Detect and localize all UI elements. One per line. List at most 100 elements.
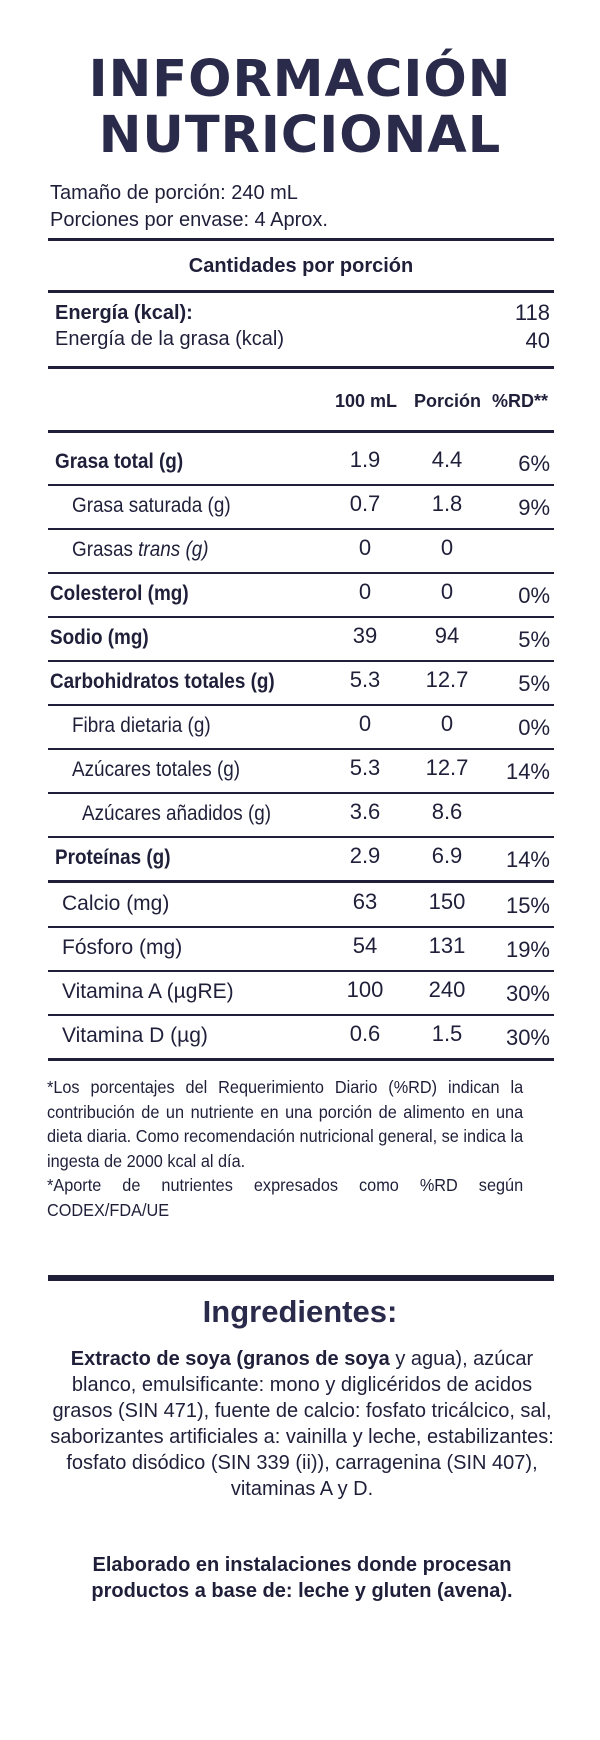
label-italic: trans (g) xyxy=(138,538,209,561)
nutrient-label: Grasas trans (g) xyxy=(72,528,209,572)
table-row: Vitamina D (µg) 0.6 1.5 30% xyxy=(48,1014,554,1058)
divider xyxy=(48,926,554,928)
amounts-heading: Cantidades por porción xyxy=(188,255,414,277)
ingredients-divider xyxy=(48,1275,554,1281)
nutrient-label: Grasa saturada (g) xyxy=(72,494,231,517)
table-row: Azúcares añadidos (g) 3.6 8.6 xyxy=(48,792,554,836)
portion-value: 94 xyxy=(434,623,460,648)
divider xyxy=(48,880,554,883)
portion-value: 1.8 xyxy=(431,491,463,516)
ingredients-bold: Extracto de soya (granos de soya xyxy=(70,1348,390,1370)
divider xyxy=(48,572,554,574)
table-row: Carbohidratos totales (g) 5.3 12.7 5% xyxy=(48,660,554,704)
nutrient-label: Fibra dietaria (g) xyxy=(72,714,211,737)
rd-value: 5% xyxy=(518,627,550,652)
per100-value: 63 xyxy=(352,889,378,914)
portion-value: 8.6 xyxy=(431,799,463,824)
per100-value: 0.7 xyxy=(349,491,381,516)
ingredients-title: Ingredientes: xyxy=(202,1294,398,1329)
footnotes: *Los porcentajes del Requerimiento Diari… xyxy=(47,1075,523,1222)
nutrient-label: Fósforo (mg) xyxy=(62,936,183,959)
rd-value: 19% xyxy=(505,937,550,962)
portion-value: 0 xyxy=(440,711,454,736)
title-line-1: INFORMACIÓN xyxy=(88,50,512,109)
portion-value: 0 xyxy=(440,579,454,604)
per100-value: 54 xyxy=(352,933,378,958)
portion-value: 150 xyxy=(428,889,466,914)
label-prefix: Grasas xyxy=(72,538,139,561)
table-row: Fibra dietaria (g) 0 0 0% xyxy=(48,704,554,748)
table-row: Grasa saturada (g) 0.7 1.8 9% xyxy=(48,484,554,528)
nutrient-label: Calcio (mg) xyxy=(62,892,170,915)
rd-value: 14% xyxy=(505,847,550,872)
portion-value: 4.4 xyxy=(431,447,463,472)
portion-value: 0 xyxy=(440,535,454,560)
fat-energy-label: Energía de la grasa (kcal) xyxy=(55,328,285,350)
per100-value: 5.3 xyxy=(349,755,381,780)
divider xyxy=(48,970,554,972)
divider xyxy=(48,1014,554,1016)
rd-value: 0% xyxy=(518,583,550,608)
nutrient-label: Carbohidratos totales (g) xyxy=(50,670,275,693)
servings-per-container: Porciones por envase: 4 Aprox. xyxy=(50,209,328,231)
divider xyxy=(48,616,554,618)
serving-size: Tamaño de porción: 240 mL xyxy=(50,182,298,204)
divider xyxy=(48,290,554,293)
column-header-rd: %RD** xyxy=(492,391,549,411)
nutrient-label: Sodio (mg) xyxy=(50,626,149,649)
nutrient-label: Proteínas (g) xyxy=(55,846,171,869)
table-row: Calcio (mg) 63 150 15% xyxy=(48,882,554,926)
nutrient-label: Colesterol (mg) xyxy=(50,582,189,605)
ingredients-text: Extracto de soya (granos de soya y agua)… xyxy=(50,1346,554,1502)
divider xyxy=(48,528,554,530)
energy-label: Energía (kcal): xyxy=(55,302,193,324)
per100-value: 39 xyxy=(352,623,378,648)
divider xyxy=(48,1058,554,1061)
divider xyxy=(48,238,554,241)
per100-value: 0 xyxy=(358,535,372,560)
per100-value: 2.9 xyxy=(349,843,381,868)
portion-value: 1.5 xyxy=(431,1021,463,1046)
table-row: Grasas trans (g) 0 0 xyxy=(48,528,554,572)
divider xyxy=(48,704,554,706)
table-row: Grasa total (g) 1.9 4.4 6% xyxy=(48,440,554,484)
per100-value: 3.6 xyxy=(349,799,381,824)
divider xyxy=(48,748,554,750)
table-row: Vitamina A (µgRE) 100 240 30% xyxy=(48,970,554,1014)
serving-info: Tamaño de porción: 240 mL Porciones por … xyxy=(50,180,328,234)
divider xyxy=(48,792,554,794)
rd-value: 14% xyxy=(505,759,550,784)
rd-footnote: *Los porcentajes del Requerimiento Diari… xyxy=(47,1077,524,1171)
page-title: INFORMACIÓN NUTRICIONAL xyxy=(0,52,600,164)
portion-value: 12.7 xyxy=(425,667,469,692)
rd-value: 5% xyxy=(518,671,550,696)
per100-value: 100 xyxy=(346,977,384,1002)
energy-value: 118 xyxy=(514,300,550,325)
rd-value: 15% xyxy=(505,893,550,918)
nutrient-label: Grasa total (g) xyxy=(55,450,184,473)
rd-value: 9% xyxy=(518,495,550,520)
divider xyxy=(48,366,554,369)
ingredients-rest: y agua), azúcar blanco, emulsificante: m… xyxy=(50,1348,554,1500)
table-row: Azúcares totales (g) 5.3 12.7 14% xyxy=(48,748,554,792)
rd-value: 6% xyxy=(518,451,550,476)
portion-value: 131 xyxy=(428,933,466,958)
per100-value: 0 xyxy=(358,579,372,604)
column-header-portion: Porción xyxy=(414,391,482,411)
divider xyxy=(48,484,554,486)
per100-value: 0.6 xyxy=(349,1021,381,1046)
rd-value: 30% xyxy=(505,981,550,1006)
table-row: Proteínas (g) 2.9 6.9 14% xyxy=(48,836,554,880)
per100-value: 1.9 xyxy=(349,447,381,472)
title-line-2: NUTRICIONAL xyxy=(98,106,502,165)
per100-value: 0 xyxy=(358,711,372,736)
column-header-100ml: 100 mL xyxy=(335,391,398,411)
nutrient-label: Azúcares totales (g) xyxy=(72,758,241,781)
divider xyxy=(48,836,554,838)
divider xyxy=(48,660,554,662)
nutrient-label: Azúcares añadidos (g) xyxy=(82,802,272,825)
divider xyxy=(48,430,554,433)
table-row: Sodio (mg) 39 94 5% xyxy=(48,616,554,660)
portion-value: 240 xyxy=(428,977,466,1002)
